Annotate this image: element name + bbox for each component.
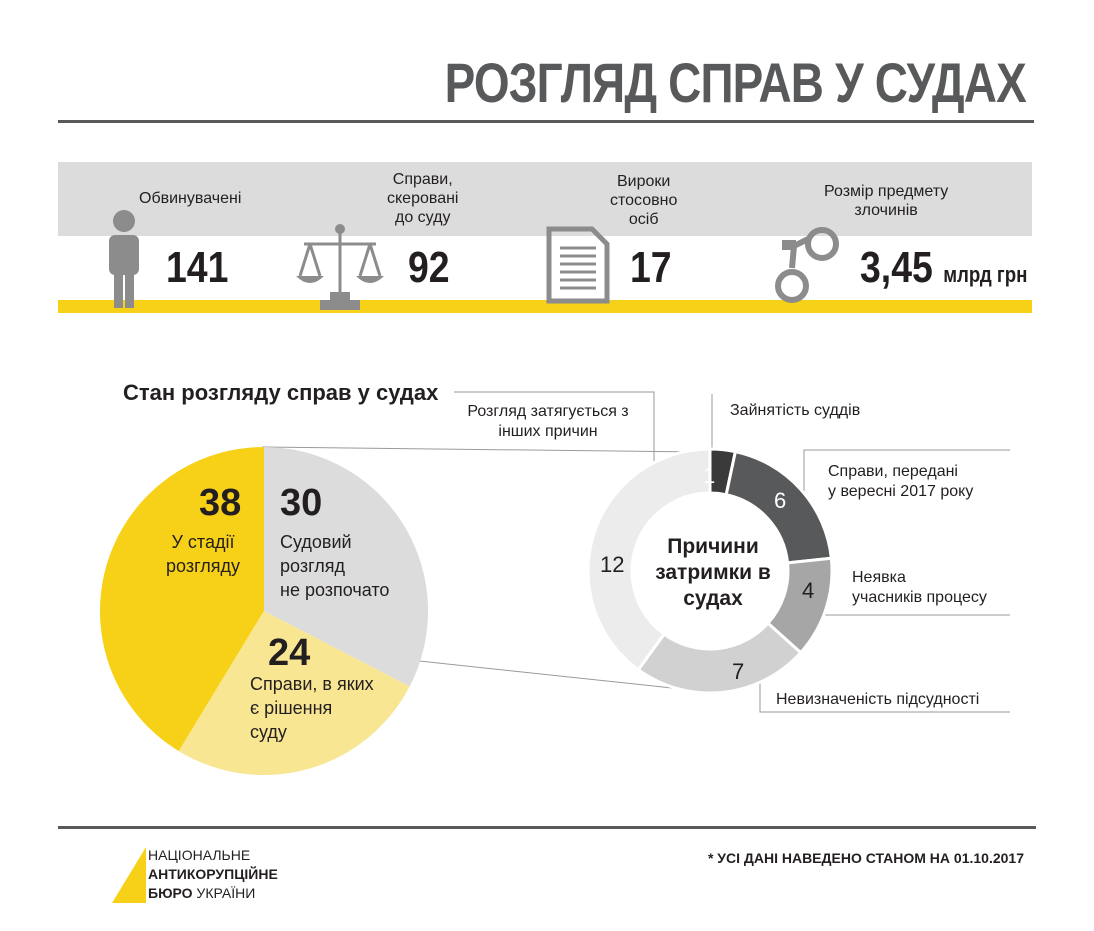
page-title: РОЗГЛЯД СПРАВ У СУДАХ [444,51,1027,114]
data-footnote: * УСІ ДАНІ НАВЕДЕНО СТАНОМ НА 01.10.2017 [707,850,1024,866]
pie-label-in-progress: У стадії розгляду [166,532,240,576]
pie-value-not-started: 30 [280,482,323,524]
donut-slice-4 [586,447,712,672]
stat-label-verdicts: Вироки стосовно осіб [610,173,678,228]
donut-label-other: Розгляд затягується з інших причин [467,403,629,440]
stat-label-accused: Обвинувачені [139,190,242,207]
pie-value-in-progress: 38 [199,482,242,524]
stat-value-verdicts: 17 [630,243,672,292]
pie-slice-1 [264,447,428,687]
stat-value-amount: 3,45 млрд грн [860,243,1028,292]
document-icon [546,226,610,304]
scales-icon [296,224,384,310]
pie-label-not-started: Судовий розгляд не розпочато [280,532,390,600]
donut-label-jurisdiction: Невизначеність підсудності [776,691,980,708]
stat-label-amount: Розмір предмету злочинів [824,183,949,219]
stat-value-cases: 92 [408,243,450,292]
stat-label-cases: Справи, скеровані до суду [387,171,459,226]
donut-value-judges: 1 [703,463,716,488]
stat-unit: млрд грн [943,262,1028,287]
title-divider [58,120,1034,123]
donut-label-absence: Неявка учасників процесу [852,569,987,606]
pie-chart-title: Стан розгляду справ у судах [123,380,439,405]
donut-label-judges: Зайнятість суддів [730,402,861,419]
pie-value-decided: 24 [268,632,311,674]
donut-label-transferred: Справи, передані у вересні 2017 року [828,463,974,500]
donut-value-jurisdiction: 7 [732,659,745,684]
stats-yellow-bar [58,300,1032,313]
handcuffs-icon [775,227,839,303]
person-icon [109,210,139,308]
nabu-logo-text: НАЦІОНАЛЬНЕ АНТИКОРУПЦІЙНЕ БЮРО УКРАЇНИ [148,847,278,901]
donut-value-transferred: 6 [774,488,787,513]
stat-value-accused: 141 [166,243,229,292]
stats-band [58,162,1032,236]
pie-label-decided: Справи, в яких є рішення суду [250,674,374,742]
pie-slice-2 [178,611,410,775]
nabu-logo-icon [112,847,146,903]
reasons-donut [586,447,834,695]
donut-value-absence: 4 [802,578,815,603]
status-pie [100,447,428,775]
footer-divider [58,826,1036,829]
pie-slice-0 [100,447,265,752]
donut-value-other: 12 [600,552,625,577]
donut-center-label: Причини затримки в судах [655,535,771,610]
